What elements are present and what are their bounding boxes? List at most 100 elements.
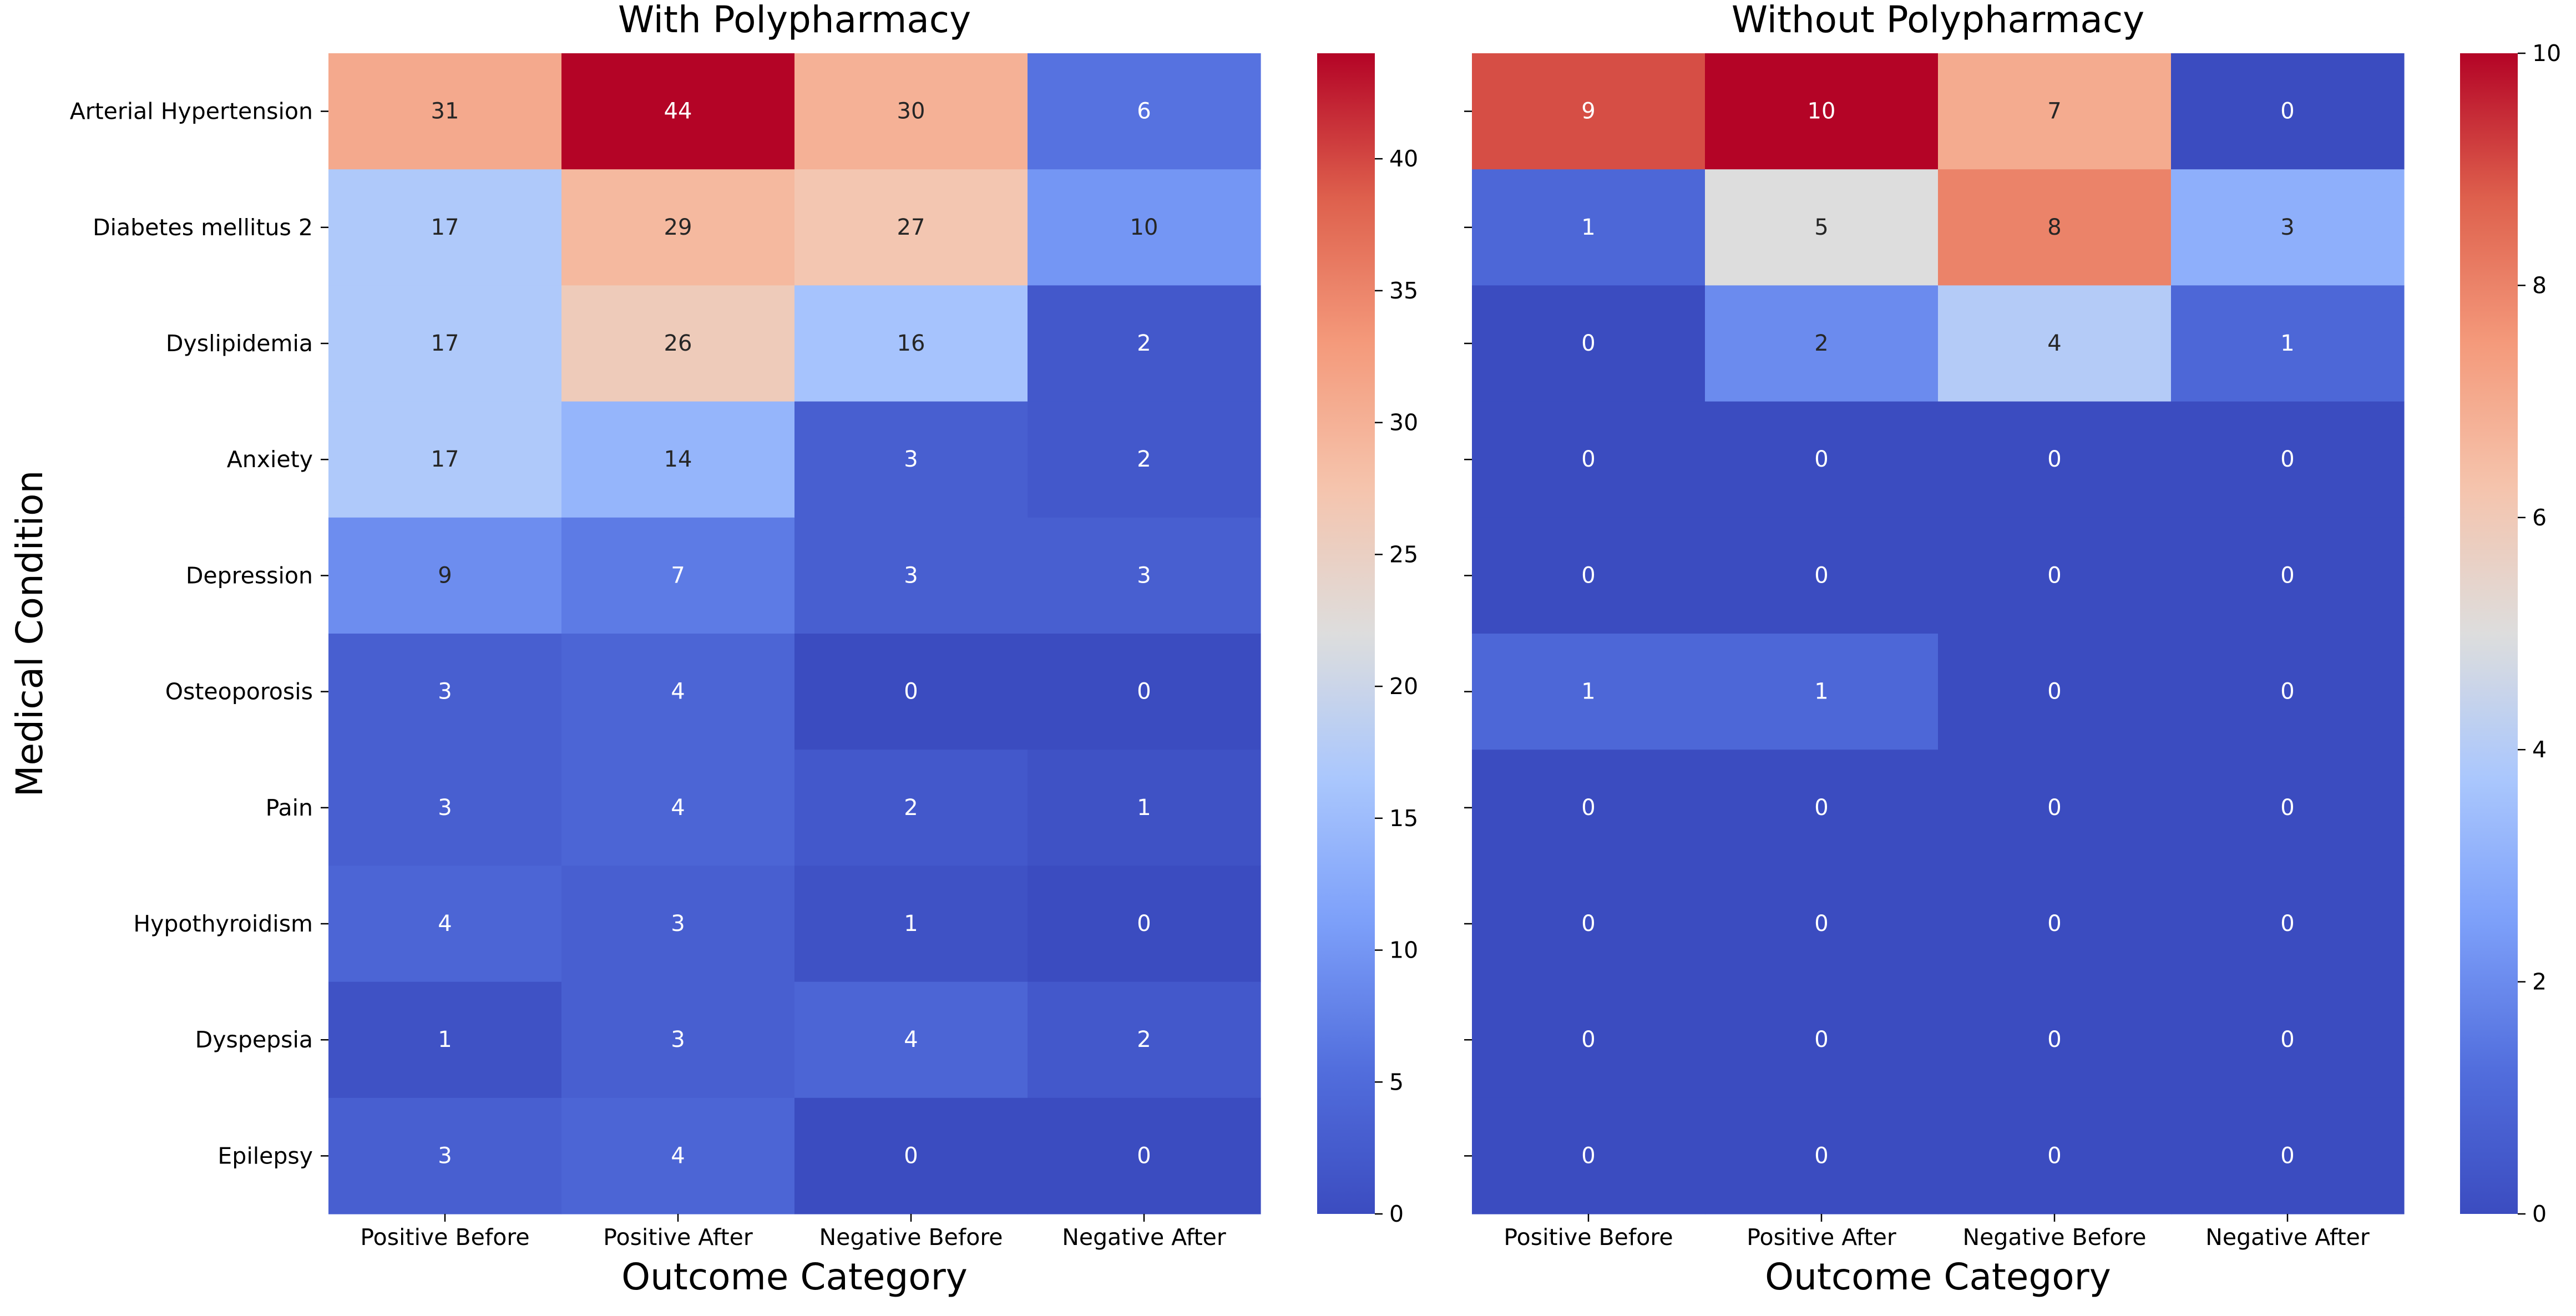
colorbar-tick-label: 30 xyxy=(1389,409,1418,436)
heatmap-cell xyxy=(2171,634,2405,750)
cell-value-label: 0 xyxy=(1814,563,1828,588)
heatmap-cell xyxy=(1472,750,1705,866)
y-tick-label: Osteoporosis xyxy=(165,679,313,705)
heatmap-cell xyxy=(561,53,795,170)
heatmap-cell xyxy=(794,865,1028,983)
cell-value-label: 2 xyxy=(1814,331,1828,356)
cell-value-label: 0 xyxy=(2280,447,2294,472)
x-tick-label: Positive After xyxy=(603,1224,753,1251)
y-tick-label: Dyspepsia xyxy=(195,1026,313,1053)
cell-value-label: 31 xyxy=(431,99,459,124)
heatmap-cell xyxy=(1472,517,1705,634)
cell-value-label: 0 xyxy=(1581,1143,1595,1168)
heatmap-cell xyxy=(561,634,795,750)
colorbar-tick-label: 15 xyxy=(1389,805,1418,832)
cell-value-label: 3 xyxy=(904,447,918,472)
cell-value-label: 0 xyxy=(2280,679,2294,705)
x-tick-label: Negative Before xyxy=(1962,1224,2146,1251)
colorbar-tick-label: 6 xyxy=(2532,504,2547,531)
cell-value-label: 30 xyxy=(897,99,925,124)
heatmap-cell xyxy=(2171,517,2405,634)
cell-value-label: 4 xyxy=(671,795,685,821)
heatmap-cell xyxy=(1705,401,1939,518)
x-axis-label: Outcome Category xyxy=(1765,1256,2111,1298)
cell-value-label: 3 xyxy=(438,679,452,705)
x-tick-label: Negative Before xyxy=(819,1224,1003,1251)
cell-value-label: 6 xyxy=(1137,99,1151,124)
heatmap-cell xyxy=(1028,865,1261,983)
y-tick-label: Anxiety xyxy=(227,446,313,473)
heatmap-cell xyxy=(1938,401,2172,518)
cell-value-label: 8 xyxy=(2047,215,2061,240)
heatmap-cell xyxy=(794,53,1028,170)
heatmap-cell xyxy=(1028,285,1261,402)
cell-value-label: 1 xyxy=(1814,679,1828,705)
cell-value-label: 3 xyxy=(904,563,918,588)
heatmap-cell xyxy=(794,285,1028,402)
cell-value-label: 0 xyxy=(1814,1027,1828,1052)
heatmap-cell xyxy=(1028,981,1261,1099)
heatmap-cell xyxy=(794,750,1028,866)
heatmap-cell xyxy=(328,401,562,518)
cell-value-label: 0 xyxy=(1814,795,1828,821)
heatmap-cell xyxy=(561,1097,795,1214)
cell-value-label: 1 xyxy=(904,911,918,937)
heatmap-cell xyxy=(794,1097,1028,1214)
heatmap-cell xyxy=(2171,401,2405,518)
colorbar-tick-label: 10 xyxy=(1389,937,1418,964)
heatmap-cell xyxy=(1028,53,1261,170)
x-tick-label: Positive After xyxy=(1747,1224,1896,1251)
heatmap-cell xyxy=(794,401,1028,518)
cell-value-label: 7 xyxy=(2047,99,2061,124)
cell-value-label: 17 xyxy=(431,331,459,356)
colorbar-tick-label: 0 xyxy=(1389,1201,1404,1227)
cell-value-label: 0 xyxy=(1814,911,1828,937)
cell-value-label: 17 xyxy=(431,447,459,472)
heatmap-cell xyxy=(328,53,562,170)
y-tick-label: Diabetes mellitus 2 xyxy=(93,214,313,241)
heatmap-cell xyxy=(1705,169,1939,286)
y-axis-label: Medical Condition xyxy=(8,470,51,797)
chart-title: Without Polypharmacy xyxy=(1732,0,2144,41)
heatmap-cell xyxy=(1028,1097,1261,1214)
cell-value-label: 0 xyxy=(1581,331,1595,356)
heatmap-cell xyxy=(561,981,795,1099)
cell-value-label: 0 xyxy=(2280,911,2294,937)
cell-value-label: 4 xyxy=(438,911,452,937)
cell-value-label: 2 xyxy=(1137,1027,1151,1052)
heatmap-cell xyxy=(328,981,562,1099)
cell-value-label: 0 xyxy=(1137,679,1151,705)
cell-value-label: 0 xyxy=(2047,447,2061,472)
cell-value-label: 17 xyxy=(431,215,459,240)
cell-value-label: 0 xyxy=(2047,679,2061,705)
cell-value-label: 1 xyxy=(2280,331,2294,356)
cell-value-label: 0 xyxy=(2047,563,2061,588)
heatmap-cell xyxy=(1472,285,1705,402)
heatmap-cell xyxy=(561,401,795,518)
heatmap-cell xyxy=(1705,865,1939,983)
colorbar-tick-label: 40 xyxy=(1389,145,1418,172)
heatmap-cell xyxy=(328,865,562,983)
x-tick-label: Negative After xyxy=(1062,1224,1226,1251)
chart-title: With Polypharmacy xyxy=(618,0,971,41)
heatmap-cell xyxy=(794,634,1028,750)
heatmap-cell xyxy=(2171,750,2405,866)
cell-value-label: 0 xyxy=(1137,1143,1151,1168)
cell-value-label: 0 xyxy=(1581,795,1595,821)
cell-value-label: 3 xyxy=(438,795,452,821)
heatmap-cell xyxy=(561,517,795,634)
cell-value-label: 2 xyxy=(904,795,918,821)
heatmap-cell xyxy=(1705,53,1939,170)
heatmap-cell xyxy=(561,750,795,866)
cell-value-label: 4 xyxy=(904,1027,918,1052)
x-tick-label: Positive Before xyxy=(360,1224,529,1251)
heatmap-cell xyxy=(1938,981,2172,1099)
cell-value-label: 3 xyxy=(438,1143,452,1168)
heatmap-cell xyxy=(561,865,795,983)
cell-value-label: 0 xyxy=(1814,1143,1828,1168)
heatmap-cell xyxy=(1938,1097,2172,1214)
cell-value-label: 29 xyxy=(664,215,692,240)
colorbar-tick-label: 8 xyxy=(2532,272,2547,298)
cell-value-label: 4 xyxy=(671,679,685,705)
heatmap-cell xyxy=(1472,634,1705,750)
